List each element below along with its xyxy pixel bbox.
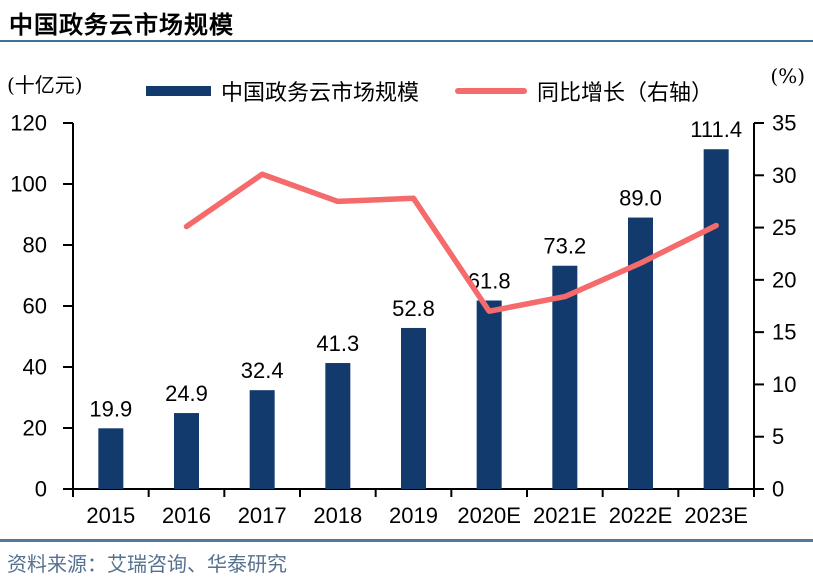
right-axis-tick-label: 20 <box>772 267 796 292</box>
source-divider <box>0 539 813 542</box>
bar-2020E <box>476 300 502 489</box>
bar-series-label: 中国政务云市场规模 <box>221 81 420 106</box>
x-axis-label: 2017 <box>238 503 287 528</box>
bar-value-label: 41.3 <box>316 331 359 356</box>
right-axis-tick-label: 0 <box>772 477 784 502</box>
bar-value-label: 111.4 <box>690 117 742 142</box>
x-axis-label: 2019 <box>389 503 438 528</box>
bar-2023E <box>703 149 729 490</box>
left-axis-tick-label: 40 <box>23 355 47 380</box>
bar-2016 <box>174 413 199 489</box>
right-axis-tick-label: 15 <box>772 320 796 345</box>
left-axis-unit: (十亿元) <box>7 73 83 97</box>
right-axis-tick-label: 5 <box>772 424 784 449</box>
bar-2021E <box>552 265 578 489</box>
left-axis-tick-label: 60 <box>23 294 47 319</box>
x-axis-label: 2016 <box>162 503 211 528</box>
right-axis-tick-label: 10 <box>772 372 796 397</box>
x-axis-label: 2023E <box>684 503 748 528</box>
bar-value-label: 19.9 <box>89 396 132 421</box>
left-axis-tick-label: 80 <box>23 233 47 258</box>
bar-value-label: 73.2 <box>543 234 586 259</box>
left-axis-tick-label: 20 <box>23 416 47 441</box>
right-axis-tick-label: 30 <box>772 163 796 188</box>
x-axis-label: 2018 <box>313 503 362 528</box>
bar-value-label: 52.8 <box>392 296 435 321</box>
title-divider <box>0 40 813 42</box>
bar-2017 <box>249 390 275 489</box>
left-axis-tick-label: 100 <box>10 172 47 197</box>
right-axis-tick-label: 25 <box>772 215 796 240</box>
line-series-label: 同比增长（右轴） <box>537 81 714 106</box>
left-axis-tick-label: 120 <box>10 111 47 136</box>
bar-2018 <box>325 363 351 489</box>
bar-value-label: 24.9 <box>165 381 208 406</box>
x-axis-label: 2020E <box>457 503 521 528</box>
bar-2015 <box>98 428 124 489</box>
chart-legend: 中国政务云市场规模 同比增长（右轴） <box>146 76 713 106</box>
source-note: 资料来源：艾瑞咨询、华泰研究 <box>7 552 287 576</box>
line-series-swatch <box>455 88 528 94</box>
x-axis-label: 2021E <box>533 503 597 528</box>
growth-line <box>183 171 719 314</box>
left-axis-tick-label: 0 <box>35 477 47 502</box>
right-axis-unit: (%) <box>770 64 805 88</box>
x-axis-label: 2022E <box>609 503 673 528</box>
right-axis-tick-label: 35 <box>772 111 796 136</box>
x-axis-label: 2015 <box>86 503 135 528</box>
bar-series-swatch <box>146 86 211 96</box>
bar-2019 <box>401 327 426 489</box>
bar-value-label: 89.0 <box>619 186 662 211</box>
bar-value-label: 32.4 <box>241 358 284 383</box>
page-title: 中国政务云市场规模 <box>9 10 234 39</box>
